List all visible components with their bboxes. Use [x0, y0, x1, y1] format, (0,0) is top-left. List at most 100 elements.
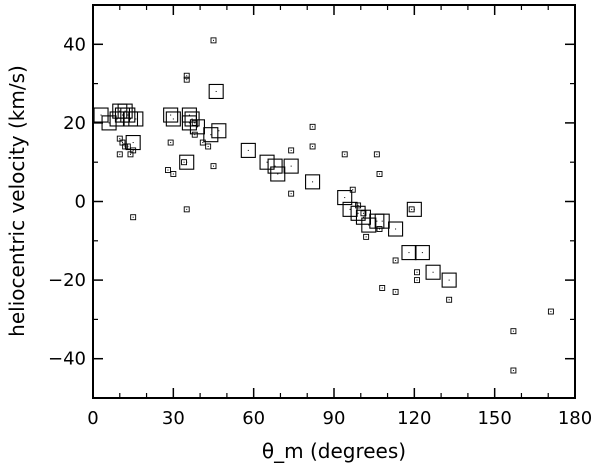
- data-point-small: [165, 167, 171, 174]
- data-point-small: [363, 233, 370, 240]
- data-point-center: [290, 193, 292, 195]
- data-point-large: [117, 103, 133, 119]
- data-point-small: [414, 269, 420, 276]
- data-point-small: [130, 147, 137, 154]
- data-point-center: [188, 122, 190, 124]
- data-point-large: [109, 111, 125, 127]
- data-point-center: [421, 252, 423, 254]
- data-point-center: [119, 110, 121, 112]
- data-point-center: [344, 197, 346, 199]
- data-point-center: [124, 110, 126, 112]
- data-point-center: [213, 39, 214, 41]
- data-point-small: [199, 139, 206, 146]
- data-point-center: [213, 165, 214, 167]
- data-point-large: [181, 115, 197, 131]
- data-point-large: [189, 119, 205, 135]
- data-point-center: [191, 118, 193, 120]
- data-point-large: [93, 107, 109, 123]
- data-point-center: [312, 181, 314, 183]
- data-point-center: [170, 114, 172, 116]
- data-point-center: [312, 126, 314, 128]
- data-point-small: [392, 257, 399, 264]
- data-point-center: [416, 279, 418, 281]
- data-point-small: [379, 285, 386, 291]
- data-point-large: [184, 111, 200, 127]
- data-point-small: [288, 147, 295, 154]
- data-point-center: [266, 161, 268, 163]
- data-point-large: [259, 154, 275, 170]
- data-point-small: [376, 226, 383, 232]
- data-point-large: [125, 135, 141, 151]
- data-point-small: [373, 151, 380, 158]
- data-point-center: [357, 212, 359, 214]
- data-point-large: [240, 142, 256, 158]
- data-point-center: [127, 114, 129, 116]
- data-point-large: [179, 154, 195, 170]
- data-point-center: [357, 204, 359, 206]
- data-point-small: [183, 72, 190, 79]
- data-point-small: [360, 210, 367, 217]
- data-point-small: [167, 139, 174, 146]
- data-point-small: [191, 131, 198, 138]
- data-point-center: [344, 153, 346, 155]
- data-point-small: [547, 308, 554, 315]
- data-point-large: [374, 213, 390, 229]
- data-point-center: [132, 142, 134, 144]
- data-point-center: [172, 118, 174, 120]
- data-point-center: [365, 236, 367, 238]
- data-point-center: [512, 330, 514, 332]
- data-point-small: [210, 37, 217, 44]
- data-point-center: [186, 75, 188, 77]
- data-point-small: [446, 296, 453, 303]
- data-point-center: [194, 134, 196, 136]
- data-point-center: [448, 279, 450, 281]
- data-point-center: [207, 145, 209, 147]
- plot-frame: [92, 4, 576, 399]
- data-point-small: [288, 190, 295, 197]
- data-point-large: [163, 107, 179, 123]
- data-point-large: [425, 264, 441, 280]
- data-point-large: [305, 174, 321, 190]
- data-point-small: [355, 202, 362, 209]
- data-point-center: [362, 212, 364, 214]
- data-point-large: [337, 190, 353, 206]
- data-point-large: [406, 201, 422, 217]
- data-point-center: [247, 149, 249, 151]
- data-point-large: [270, 166, 286, 182]
- data-point-large: [441, 272, 457, 288]
- y-tick-label: 20: [63, 113, 86, 134]
- data-point-center: [274, 165, 276, 167]
- data-point-center: [413, 208, 415, 210]
- data-point-center: [188, 114, 190, 116]
- data-point-small: [309, 123, 316, 130]
- data-point-large: [203, 127, 219, 143]
- data-point-center: [121, 114, 123, 116]
- data-point-large: [101, 115, 117, 131]
- data-point-center: [121, 142, 123, 144]
- data-point-center: [186, 161, 188, 163]
- data-point-center: [194, 122, 196, 124]
- data-point-small: [210, 163, 217, 170]
- data-point-center: [135, 118, 137, 120]
- data-point-large: [361, 217, 377, 233]
- data-point-small: [191, 119, 198, 126]
- data-point-center: [196, 126, 198, 128]
- x-tick-label: 90: [323, 408, 346, 429]
- data-point-center: [290, 165, 292, 167]
- data-point-small: [205, 143, 212, 150]
- data-point-center: [512, 369, 514, 371]
- data-point-large: [267, 158, 283, 174]
- x-axis-label: θ_m (degrees): [262, 439, 406, 463]
- data-point-center: [381, 220, 383, 222]
- x-tick-label: 180: [558, 408, 592, 429]
- data-point-large: [211, 123, 227, 139]
- data-point-center: [550, 311, 552, 313]
- data-point-center: [186, 79, 188, 81]
- data-point-center: [108, 122, 110, 124]
- data-point-center: [210, 134, 212, 136]
- data-point-center: [395, 291, 397, 293]
- data-point-center: [215, 90, 217, 92]
- data-point-center: [119, 138, 121, 140]
- axis-ticks: 0 30 60 90 120 150 180 −40 −20 0 20 40: [48, 4, 592, 429]
- data-point-large: [414, 245, 430, 261]
